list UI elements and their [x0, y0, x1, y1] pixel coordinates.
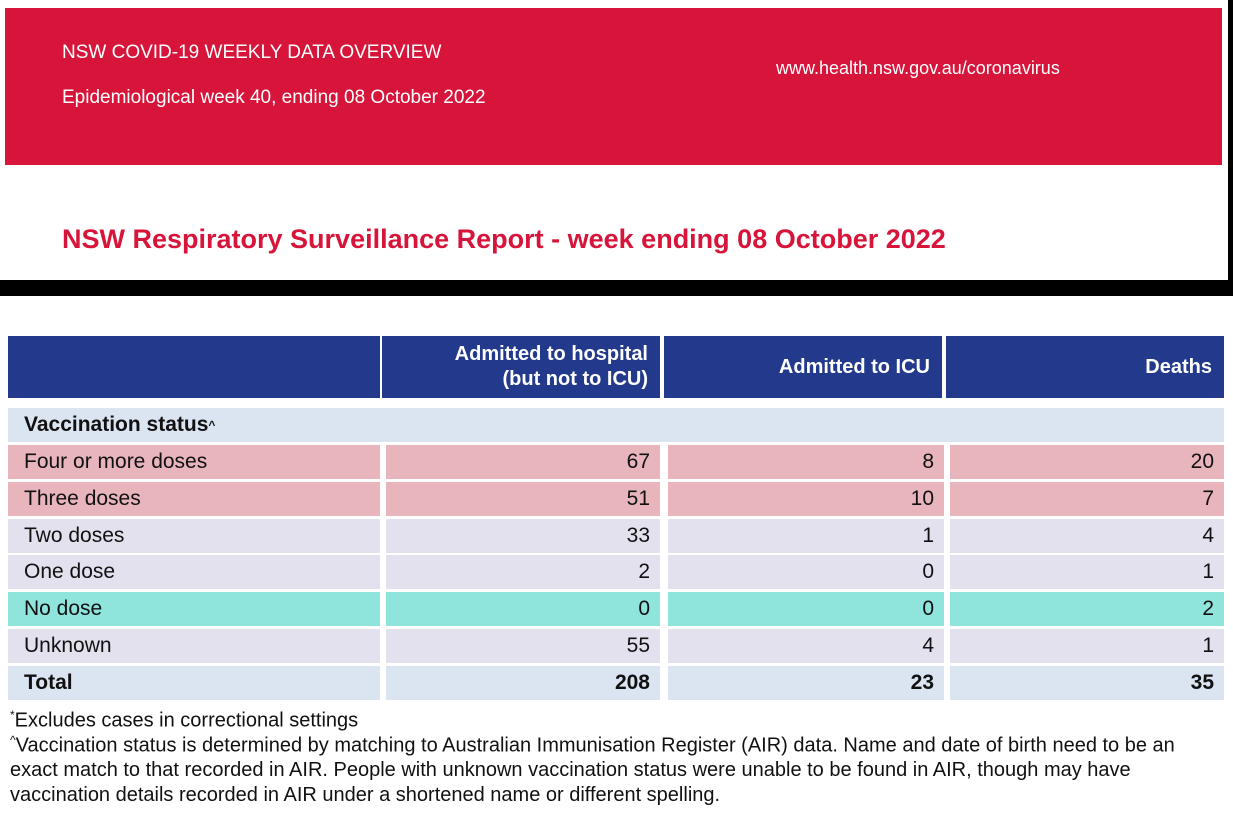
cell-value: 0 [668, 555, 944, 590]
row-label: One dose [8, 555, 380, 590]
cell-value: 7 [950, 481, 1224, 516]
footnote: ^Vaccination status is determined by mat… [10, 728, 1195, 807]
footnote-text: Excludes cases in correctional settings [14, 709, 359, 732]
report-title: NSW Respiratory Surveillance Report - we… [62, 224, 946, 254]
row-label: Unknown [8, 629, 380, 663]
total-value: 23 [668, 665, 944, 700]
total-label: Total [8, 665, 380, 700]
column-header: Deaths [946, 336, 1224, 398]
total-value: 35 [950, 665, 1224, 700]
cell-value: 1 [668, 518, 944, 553]
section-mark: ^ [208, 418, 216, 432]
cell-value: 2 [386, 555, 660, 590]
cell-value: 33 [386, 518, 660, 553]
week: Epidemiological week 40, ending 08 Octob… [62, 87, 486, 108]
footnote-mark: * [10, 708, 15, 722]
cell-value: 55 [386, 629, 660, 663]
footnote-mark: ^ [10, 733, 16, 747]
cell-value: 20 [950, 445, 1224, 479]
cell-value: 8 [668, 445, 944, 479]
overview: NSW COVID-19 WEEKLY DATA OVERVIEW [62, 42, 442, 63]
footnote-text: Vaccination status is determined by matc… [10, 734, 1175, 806]
cell-value: 0 [668, 592, 944, 627]
row-label: No dose [8, 592, 380, 627]
row-label: Four or more doses [8, 445, 380, 479]
report-header: NSW COVID-19 WEEKLY DATA OVERVIEW Epidem… [0, 0, 1228, 280]
column-header: Admitted to ICU [664, 336, 942, 398]
section-row: Vaccination status ^ [8, 408, 1224, 442]
cell-value: 1 [950, 555, 1224, 590]
cell-value: 67 [386, 445, 660, 479]
footnote: *Excludes cases in correctional settings [10, 703, 1210, 733]
cell-value: 51 [386, 481, 660, 516]
header-cell [8, 336, 380, 398]
cell-value: 10 [668, 481, 944, 516]
section-label: Vaccination status [24, 413, 209, 436]
column-header: Admitted to hospital (but not to ICU) [382, 336, 660, 398]
row-label: Two doses [8, 518, 380, 553]
table-panel: Admitted to hospital (but not to ICU) Adm… [0, 296, 1233, 823]
url: www.health.nsw.gov.au/coronavirus [776, 58, 1060, 78]
cell-value: 2 [950, 592, 1224, 627]
row-label: Three doses [8, 481, 380, 516]
cell-value: 0 [386, 592, 660, 627]
cell-value: 4 [668, 629, 944, 663]
total-value: 208 [386, 665, 660, 700]
banner: NSW COVID-19 WEEKLY DATA OVERVIEW Epidem… [5, 8, 1222, 165]
cell-value: 4 [950, 518, 1224, 553]
cell-value: 1 [950, 629, 1224, 663]
